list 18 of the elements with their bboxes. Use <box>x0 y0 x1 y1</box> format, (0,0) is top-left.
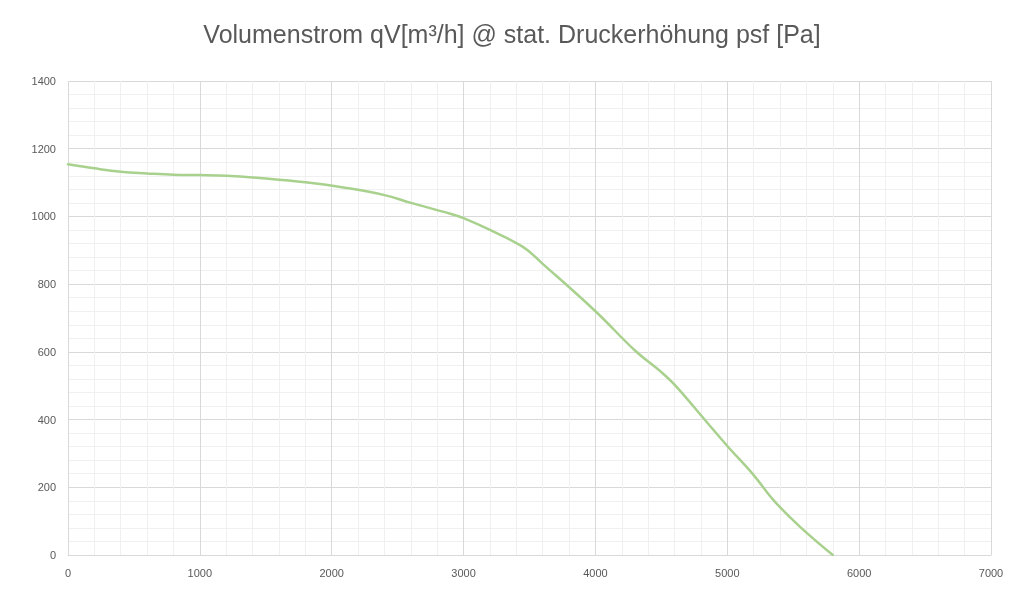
y-tick-label: 200 <box>37 481 56 494</box>
x-tick-label: 2000 <box>319 566 344 579</box>
y-tick-label: 1000 <box>31 210 56 223</box>
y-tick-label: 400 <box>37 413 56 426</box>
y-tick-label: 800 <box>37 278 56 291</box>
x-tick-label: 7000 <box>978 566 1004 579</box>
line-series <box>66 163 835 557</box>
chart-title: Volumenstrom qV[m³/h] @ stat. Druckerhöhung psf [Pa] <box>203 19 821 48</box>
x-tick-label: 5000 <box>715 566 740 579</box>
x-tick-label: 6000 <box>846 566 872 579</box>
y-tick-label: 0 <box>49 549 56 561</box>
x-tick-label: 0 <box>64 566 72 579</box>
x-tick-label: 4000 <box>583 566 608 579</box>
y-tick-label: 1200 <box>31 142 56 155</box>
y-tick-label: 600 <box>37 345 56 358</box>
x-tick-label: 1000 <box>187 566 213 579</box>
y-tick-label: 1400 <box>31 75 56 87</box>
x-tick-label: 3000 <box>451 566 476 579</box>
